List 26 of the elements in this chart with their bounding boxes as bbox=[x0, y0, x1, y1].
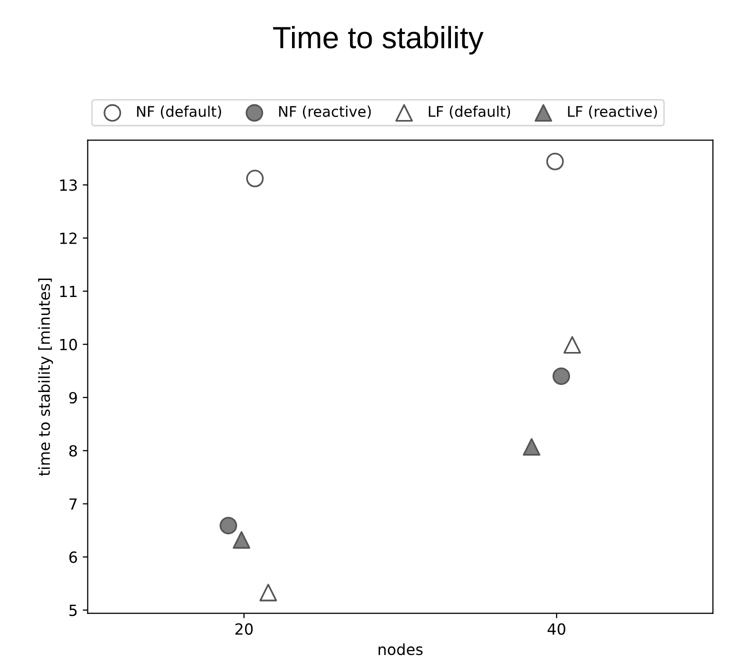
point bbox=[552, 367, 570, 385]
legend-label: LF (reactive) bbox=[568, 106, 657, 119]
point bbox=[522, 438, 540, 456]
point bbox=[232, 531, 250, 549]
x-tick-label: 20 bbox=[235, 623, 253, 635]
y-tick-label: 9 bbox=[69, 392, 77, 404]
y-tick-label: 12 bbox=[60, 232, 76, 244]
y-tick-label: 13 bbox=[60, 179, 77, 191]
point bbox=[259, 584, 277, 602]
y-tick-label: 11 bbox=[60, 286, 77, 297]
point bbox=[546, 152, 564, 170]
legend-label: LF (default) bbox=[428, 106, 510, 119]
point bbox=[220, 516, 238, 534]
x-tick-label: 40 bbox=[548, 623, 566, 635]
point bbox=[563, 336, 581, 354]
y-tick-label: 5 bbox=[69, 604, 77, 616]
point bbox=[246, 170, 264, 188]
legend-label: NF (reactive) bbox=[279, 106, 371, 119]
y-tick-label: 7 bbox=[70, 498, 77, 510]
y-tick-label: 8 bbox=[69, 445, 77, 457]
y-axis-title: time to stability [minutes] bbox=[38, 278, 53, 476]
y-tick-label: 10 bbox=[60, 338, 77, 350]
chart-title: Time to stability bbox=[273, 26, 484, 54]
y-tick-label: 6 bbox=[69, 551, 78, 563]
x-axis-title: nodes bbox=[378, 643, 423, 656]
legend-label: NF (default) bbox=[137, 106, 222, 119]
